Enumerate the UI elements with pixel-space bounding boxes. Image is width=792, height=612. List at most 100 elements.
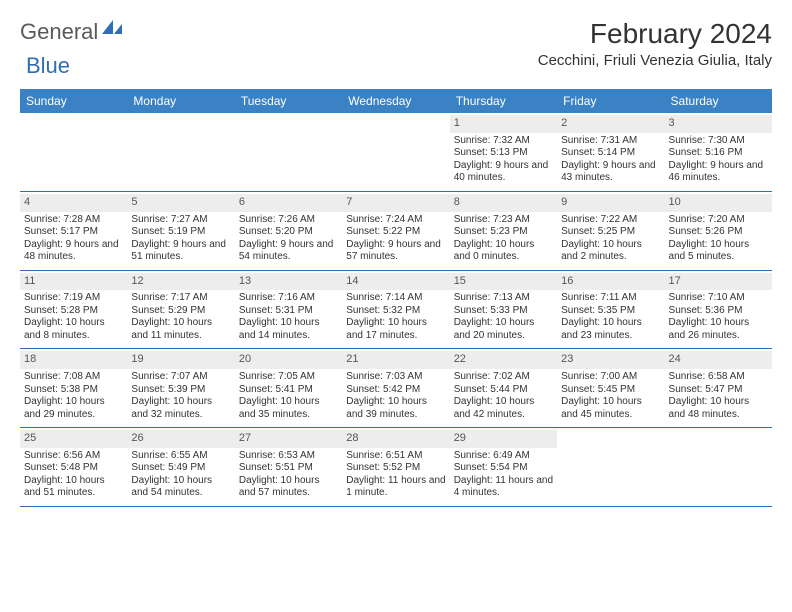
day-number: 9: [557, 194, 664, 212]
daylight-text: Daylight: 9 hours and 54 minutes.: [239, 239, 338, 264]
day-number: 20: [235, 351, 342, 369]
sunrise-text: Sunrise: 7:27 AM: [131, 214, 230, 227]
daylight-text: Daylight: 10 hours and 2 minutes.: [561, 239, 660, 264]
calendar-cell: 10Sunrise: 7:20 AMSunset: 5:26 PMDayligh…: [665, 192, 772, 270]
daylight-text: Daylight: 10 hours and 32 minutes.: [131, 396, 230, 421]
day-header-sat: Saturday: [665, 89, 772, 113]
daylight-text: Daylight: 10 hours and 48 minutes.: [669, 396, 768, 421]
weeks-container: 1Sunrise: 7:32 AMSunset: 5:13 PMDaylight…: [20, 113, 772, 507]
day-number: 5: [127, 194, 234, 212]
day-number: 7: [342, 194, 449, 212]
day-number: 22: [450, 351, 557, 369]
sunrise-text: Sunrise: 7:28 AM: [24, 214, 123, 227]
sunrise-text: Sunrise: 7:16 AM: [239, 292, 338, 305]
sunset-text: Sunset: 5:39 PM: [131, 384, 230, 397]
sunset-text: Sunset: 5:38 PM: [24, 384, 123, 397]
sunrise-text: Sunrise: 7:24 AM: [346, 214, 445, 227]
day-header-sun: Sunday: [20, 89, 127, 113]
sunrise-text: Sunrise: 7:20 AM: [669, 214, 768, 227]
sunrise-text: Sunrise: 6:58 AM: [669, 371, 768, 384]
calendar-cell: 18Sunrise: 7:08 AMSunset: 5:38 PMDayligh…: [20, 349, 127, 427]
sunset-text: Sunset: 5:32 PM: [346, 305, 445, 318]
sunset-text: Sunset: 5:52 PM: [346, 462, 445, 475]
sunrise-text: Sunrise: 7:17 AM: [131, 292, 230, 305]
day-header-tue: Tuesday: [235, 89, 342, 113]
daylight-text: Daylight: 10 hours and 57 minutes.: [239, 475, 338, 500]
sunrise-text: Sunrise: 6:56 AM: [24, 450, 123, 463]
sunrise-text: Sunrise: 7:31 AM: [561, 135, 660, 148]
sunset-text: Sunset: 5:19 PM: [131, 226, 230, 239]
daylight-text: Daylight: 10 hours and 45 minutes.: [561, 396, 660, 421]
calendar-cell: 11Sunrise: 7:19 AMSunset: 5:28 PMDayligh…: [20, 271, 127, 349]
day-number: 12: [127, 273, 234, 291]
calendar-cell: 29Sunrise: 6:49 AMSunset: 5:54 PMDayligh…: [450, 428, 557, 506]
sunrise-text: Sunrise: 7:13 AM: [454, 292, 553, 305]
sunset-text: Sunset: 5:17 PM: [24, 226, 123, 239]
day-header-fri: Friday: [557, 89, 664, 113]
sunset-text: Sunset: 5:23 PM: [454, 226, 553, 239]
daylight-text: Daylight: 9 hours and 57 minutes.: [346, 239, 445, 264]
calendar-week: 1Sunrise: 7:32 AMSunset: 5:13 PMDaylight…: [20, 113, 772, 192]
calendar-week: 18Sunrise: 7:08 AMSunset: 5:38 PMDayligh…: [20, 349, 772, 428]
calendar-cell: 26Sunrise: 6:55 AMSunset: 5:49 PMDayligh…: [127, 428, 234, 506]
sunset-text: Sunset: 5:47 PM: [669, 384, 768, 397]
calendar-cell: 20Sunrise: 7:05 AMSunset: 5:41 PMDayligh…: [235, 349, 342, 427]
daylight-text: Daylight: 9 hours and 40 minutes.: [454, 160, 553, 185]
day-number: 13: [235, 273, 342, 291]
daylight-text: Daylight: 10 hours and 35 minutes.: [239, 396, 338, 421]
logo-sail-icon: [102, 18, 122, 36]
sunset-text: Sunset: 5:51 PM: [239, 462, 338, 475]
sunrise-text: Sunrise: 7:23 AM: [454, 214, 553, 227]
sunrise-text: Sunrise: 7:19 AM: [24, 292, 123, 305]
sunset-text: Sunset: 5:22 PM: [346, 226, 445, 239]
sunset-text: Sunset: 5:26 PM: [669, 226, 768, 239]
daylight-text: Daylight: 10 hours and 54 minutes.: [131, 475, 230, 500]
daylight-text: Daylight: 10 hours and 17 minutes.: [346, 317, 445, 342]
sunset-text: Sunset: 5:28 PM: [24, 305, 123, 318]
sunset-text: Sunset: 5:54 PM: [454, 462, 553, 475]
day-header-row: Sunday Monday Tuesday Wednesday Thursday…: [20, 89, 772, 113]
sunset-text: Sunset: 5:20 PM: [239, 226, 338, 239]
daylight-text: Daylight: 11 hours and 4 minutes.: [454, 475, 553, 500]
calendar-cell: 2Sunrise: 7:31 AMSunset: 5:14 PMDaylight…: [557, 113, 664, 191]
location-text: Cecchini, Friuli Venezia Giulia, Italy: [538, 52, 772, 69]
calendar-cell: 14Sunrise: 7:14 AMSunset: 5:32 PMDayligh…: [342, 271, 449, 349]
calendar-cell: 15Sunrise: 7:13 AMSunset: 5:33 PMDayligh…: [450, 271, 557, 349]
daylight-text: Daylight: 10 hours and 11 minutes.: [131, 317, 230, 342]
day-number: 17: [665, 273, 772, 291]
daylight-text: Daylight: 10 hours and 29 minutes.: [24, 396, 123, 421]
day-number: 19: [127, 351, 234, 369]
calendar-cell: 8Sunrise: 7:23 AMSunset: 5:23 PMDaylight…: [450, 192, 557, 270]
calendar-cell: 9Sunrise: 7:22 AMSunset: 5:25 PMDaylight…: [557, 192, 664, 270]
calendar-cell: 5 Sunrise: 7:27 AMSunset: 5:19 PMDaylight…: [127, 192, 234, 270]
sunset-text: Sunset: 5:16 PM: [669, 147, 768, 160]
calendar-cell: 17Sunrise: 7:10 AMSunset: 5:36 PMDayligh…: [665, 271, 772, 349]
day-number: 28: [342, 430, 449, 448]
calendar-cell: 28Sunrise: 6:51 AMSunset: 5:52 PMDayligh…: [342, 428, 449, 506]
day-number: 14: [342, 273, 449, 291]
day-number: 25: [20, 430, 127, 448]
sunset-text: Sunset: 5:49 PM: [131, 462, 230, 475]
daylight-text: Daylight: 11 hours and 1 minute.: [346, 475, 445, 500]
daylight-text: Daylight: 10 hours and 8 minutes.: [24, 317, 123, 342]
month-title: February 2024: [538, 18, 772, 50]
calendar-cell: 13Sunrise: 7:16 AMSunset: 5:31 PMDayligh…: [235, 271, 342, 349]
calendar-cell: [127, 113, 234, 191]
calendar-week: 11Sunrise: 7:19 AMSunset: 5:28 PMDayligh…: [20, 271, 772, 350]
sunset-text: Sunset: 5:45 PM: [561, 384, 660, 397]
day-number: 8: [450, 194, 557, 212]
sunrise-text: Sunrise: 7:30 AM: [669, 135, 768, 148]
sunset-text: Sunset: 5:29 PM: [131, 305, 230, 318]
calendar-cell: 12Sunrise: 7:17 AMSunset: 5:29 PMDayligh…: [127, 271, 234, 349]
daylight-text: Daylight: 10 hours and 26 minutes.: [669, 317, 768, 342]
sunset-text: Sunset: 5:25 PM: [561, 226, 660, 239]
sunrise-text: Sunrise: 6:55 AM: [131, 450, 230, 463]
sunrise-text: Sunrise: 7:03 AM: [346, 371, 445, 384]
calendar-cell: [20, 113, 127, 191]
sunset-text: Sunset: 5:31 PM: [239, 305, 338, 318]
sunset-text: Sunset: 5:42 PM: [346, 384, 445, 397]
sunrise-text: Sunrise: 7:14 AM: [346, 292, 445, 305]
daylight-text: Daylight: 9 hours and 51 minutes.: [131, 239, 230, 264]
calendar-cell: 19Sunrise: 7:07 AMSunset: 5:39 PMDayligh…: [127, 349, 234, 427]
logo-text-general: General: [20, 19, 98, 45]
